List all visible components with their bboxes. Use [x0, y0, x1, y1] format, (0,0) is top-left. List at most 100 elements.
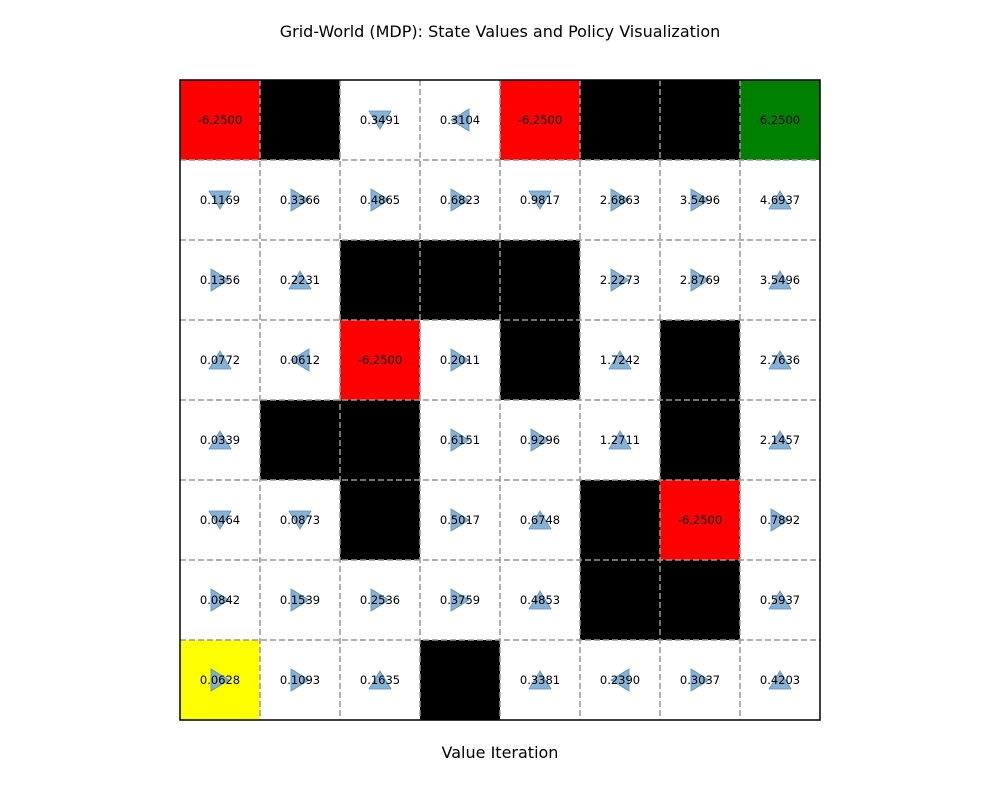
cell-trap: [660, 480, 740, 560]
cell-wall: [660, 320, 740, 400]
state-value-label: 2.7636: [760, 353, 800, 367]
state-value-label: 0.0842: [200, 593, 240, 607]
state-value-label: 2.8769: [680, 273, 720, 287]
state-value-label: 1.7242: [600, 353, 640, 367]
state-value-label: 2.2273: [600, 273, 640, 287]
x-axis-label: Value Iteration: [441, 743, 559, 762]
grid-border: [179, 79, 821, 721]
state-value-label: 0.1356: [200, 273, 240, 287]
cell-wall: [500, 320, 580, 400]
policy-arrow-up-icon: [528, 670, 552, 690]
state-value-label: 0.5017: [440, 513, 480, 527]
policy-arrow-right-icon: [690, 268, 710, 292]
state-value-label: 3.5496: [680, 193, 720, 207]
policy-arrow-down-icon: [368, 110, 392, 130]
state-value-label: 1.2711: [600, 433, 640, 447]
state-value-label: 0.5937: [760, 593, 800, 607]
policy-arrow-down-icon: [528, 190, 552, 210]
policy-arrow-up-icon: [528, 590, 552, 610]
policy-arrow-right-icon: [450, 348, 470, 372]
state-value-label: 0.4865: [360, 193, 400, 207]
cell-wall: [660, 400, 740, 480]
labels-layer: -6.2500 0.3491 0.3104 -6.2500 6.2500 0.1169 0.…: [198, 108, 800, 692]
policy-arrow-right-icon: [770, 508, 790, 532]
state-value-label: 0.3104: [440, 113, 480, 127]
cell-wall: [340, 240, 420, 320]
policy-arrow-left-icon: [450, 108, 470, 132]
state-value-label: 0.0772: [200, 353, 240, 367]
state-value-label: 0.6823: [440, 193, 480, 207]
cell-wall: [500, 240, 580, 320]
policy-arrow-right-icon: [690, 668, 710, 692]
policy-arrow-down-icon: [208, 510, 232, 530]
gridlines-layer: [180, 80, 820, 720]
policy-arrow-left-icon: [290, 348, 310, 372]
policy-arrow-right-icon: [610, 268, 630, 292]
state-value-label: 6.2500: [760, 113, 800, 127]
policy-arrow-up-icon: [288, 270, 312, 290]
policy-arrow-up-icon: [368, 670, 392, 690]
state-value-label: 0.4203: [760, 673, 800, 687]
cell-wall: [420, 240, 500, 320]
state-value-label: 0.1169: [200, 193, 240, 207]
state-value-label: 0.2011: [440, 353, 480, 367]
policy-arrow-right-icon: [690, 188, 710, 212]
policy-arrow-right-icon: [530, 428, 550, 452]
state-value-label: 0.0628: [200, 673, 240, 687]
state-value-label: 0.2536: [360, 593, 400, 607]
cell-trap: [180, 80, 260, 160]
state-value-label: 0.4853: [520, 593, 560, 607]
policy-arrow-left-icon: [610, 668, 630, 692]
state-value-label: 0.0873: [280, 513, 320, 527]
policy-arrow-up-icon: [208, 430, 232, 450]
policy-arrow-up-icon: [608, 350, 632, 370]
state-value-label: -6.2500: [358, 353, 402, 367]
state-value-label: 0.3759: [440, 593, 480, 607]
cell-wall: [580, 480, 660, 560]
cell-wall: [580, 80, 660, 160]
cell-wall: [580, 560, 660, 640]
state-value-label: 0.0464: [200, 513, 240, 527]
state-value-label: -6.2500: [678, 513, 722, 527]
policy-arrow-up-icon: [608, 430, 632, 450]
state-value-label: 0.3037: [680, 673, 720, 687]
state-value-label: 0.7892: [760, 513, 800, 527]
state-value-label: 0.3381: [520, 673, 560, 687]
policy-arrow-up-icon: [768, 270, 792, 290]
policy-arrow-right-icon: [610, 188, 630, 212]
cell-wall: [340, 400, 420, 480]
policy-arrow-up-icon: [768, 430, 792, 450]
state-value-label: 0.6151: [440, 433, 480, 447]
state-value-label: 2.1457: [760, 433, 800, 447]
policy-arrow-right-icon: [290, 668, 310, 692]
policy-arrow-down-icon: [288, 510, 312, 530]
cell-wall: [420, 640, 500, 720]
policy-arrow-up-icon: [208, 350, 232, 370]
state-value-label: 0.0339: [200, 433, 240, 447]
cell-wall: [660, 80, 740, 160]
state-value-label: 0.9817: [520, 193, 560, 207]
policy-arrow-right-icon: [290, 188, 310, 212]
policy-arrow-right-icon: [370, 588, 390, 612]
policy-arrow-right-icon: [450, 188, 470, 212]
cell-wall: [260, 80, 340, 160]
policy-arrow-right-icon: [450, 428, 470, 452]
cell-wall: [660, 560, 740, 640]
state-value-label: 4.6937: [760, 193, 800, 207]
state-value-label: 0.2390: [600, 673, 640, 687]
state-value-label: 0.1635: [360, 673, 400, 687]
cell-goal: [740, 80, 820, 160]
diagram-title: Grid-World (MDP): State Values and Polic…: [279, 22, 721, 41]
policy-arrow-right-icon: [450, 508, 470, 532]
state-value-label: 0.0612: [280, 353, 320, 367]
policy-arrow-right-icon: [210, 588, 230, 612]
state-value-label: 2.6863: [600, 193, 640, 207]
cell-trap: [340, 320, 420, 400]
policy-arrow-right-icon: [450, 588, 470, 612]
policy-arrow-right-icon: [210, 668, 230, 692]
policy-arrow-up-icon: [768, 190, 792, 210]
policy-arrow-right-icon: [290, 588, 310, 612]
policy-arrow-up-icon: [528, 510, 552, 530]
state-value-label: 0.3366: [280, 193, 320, 207]
